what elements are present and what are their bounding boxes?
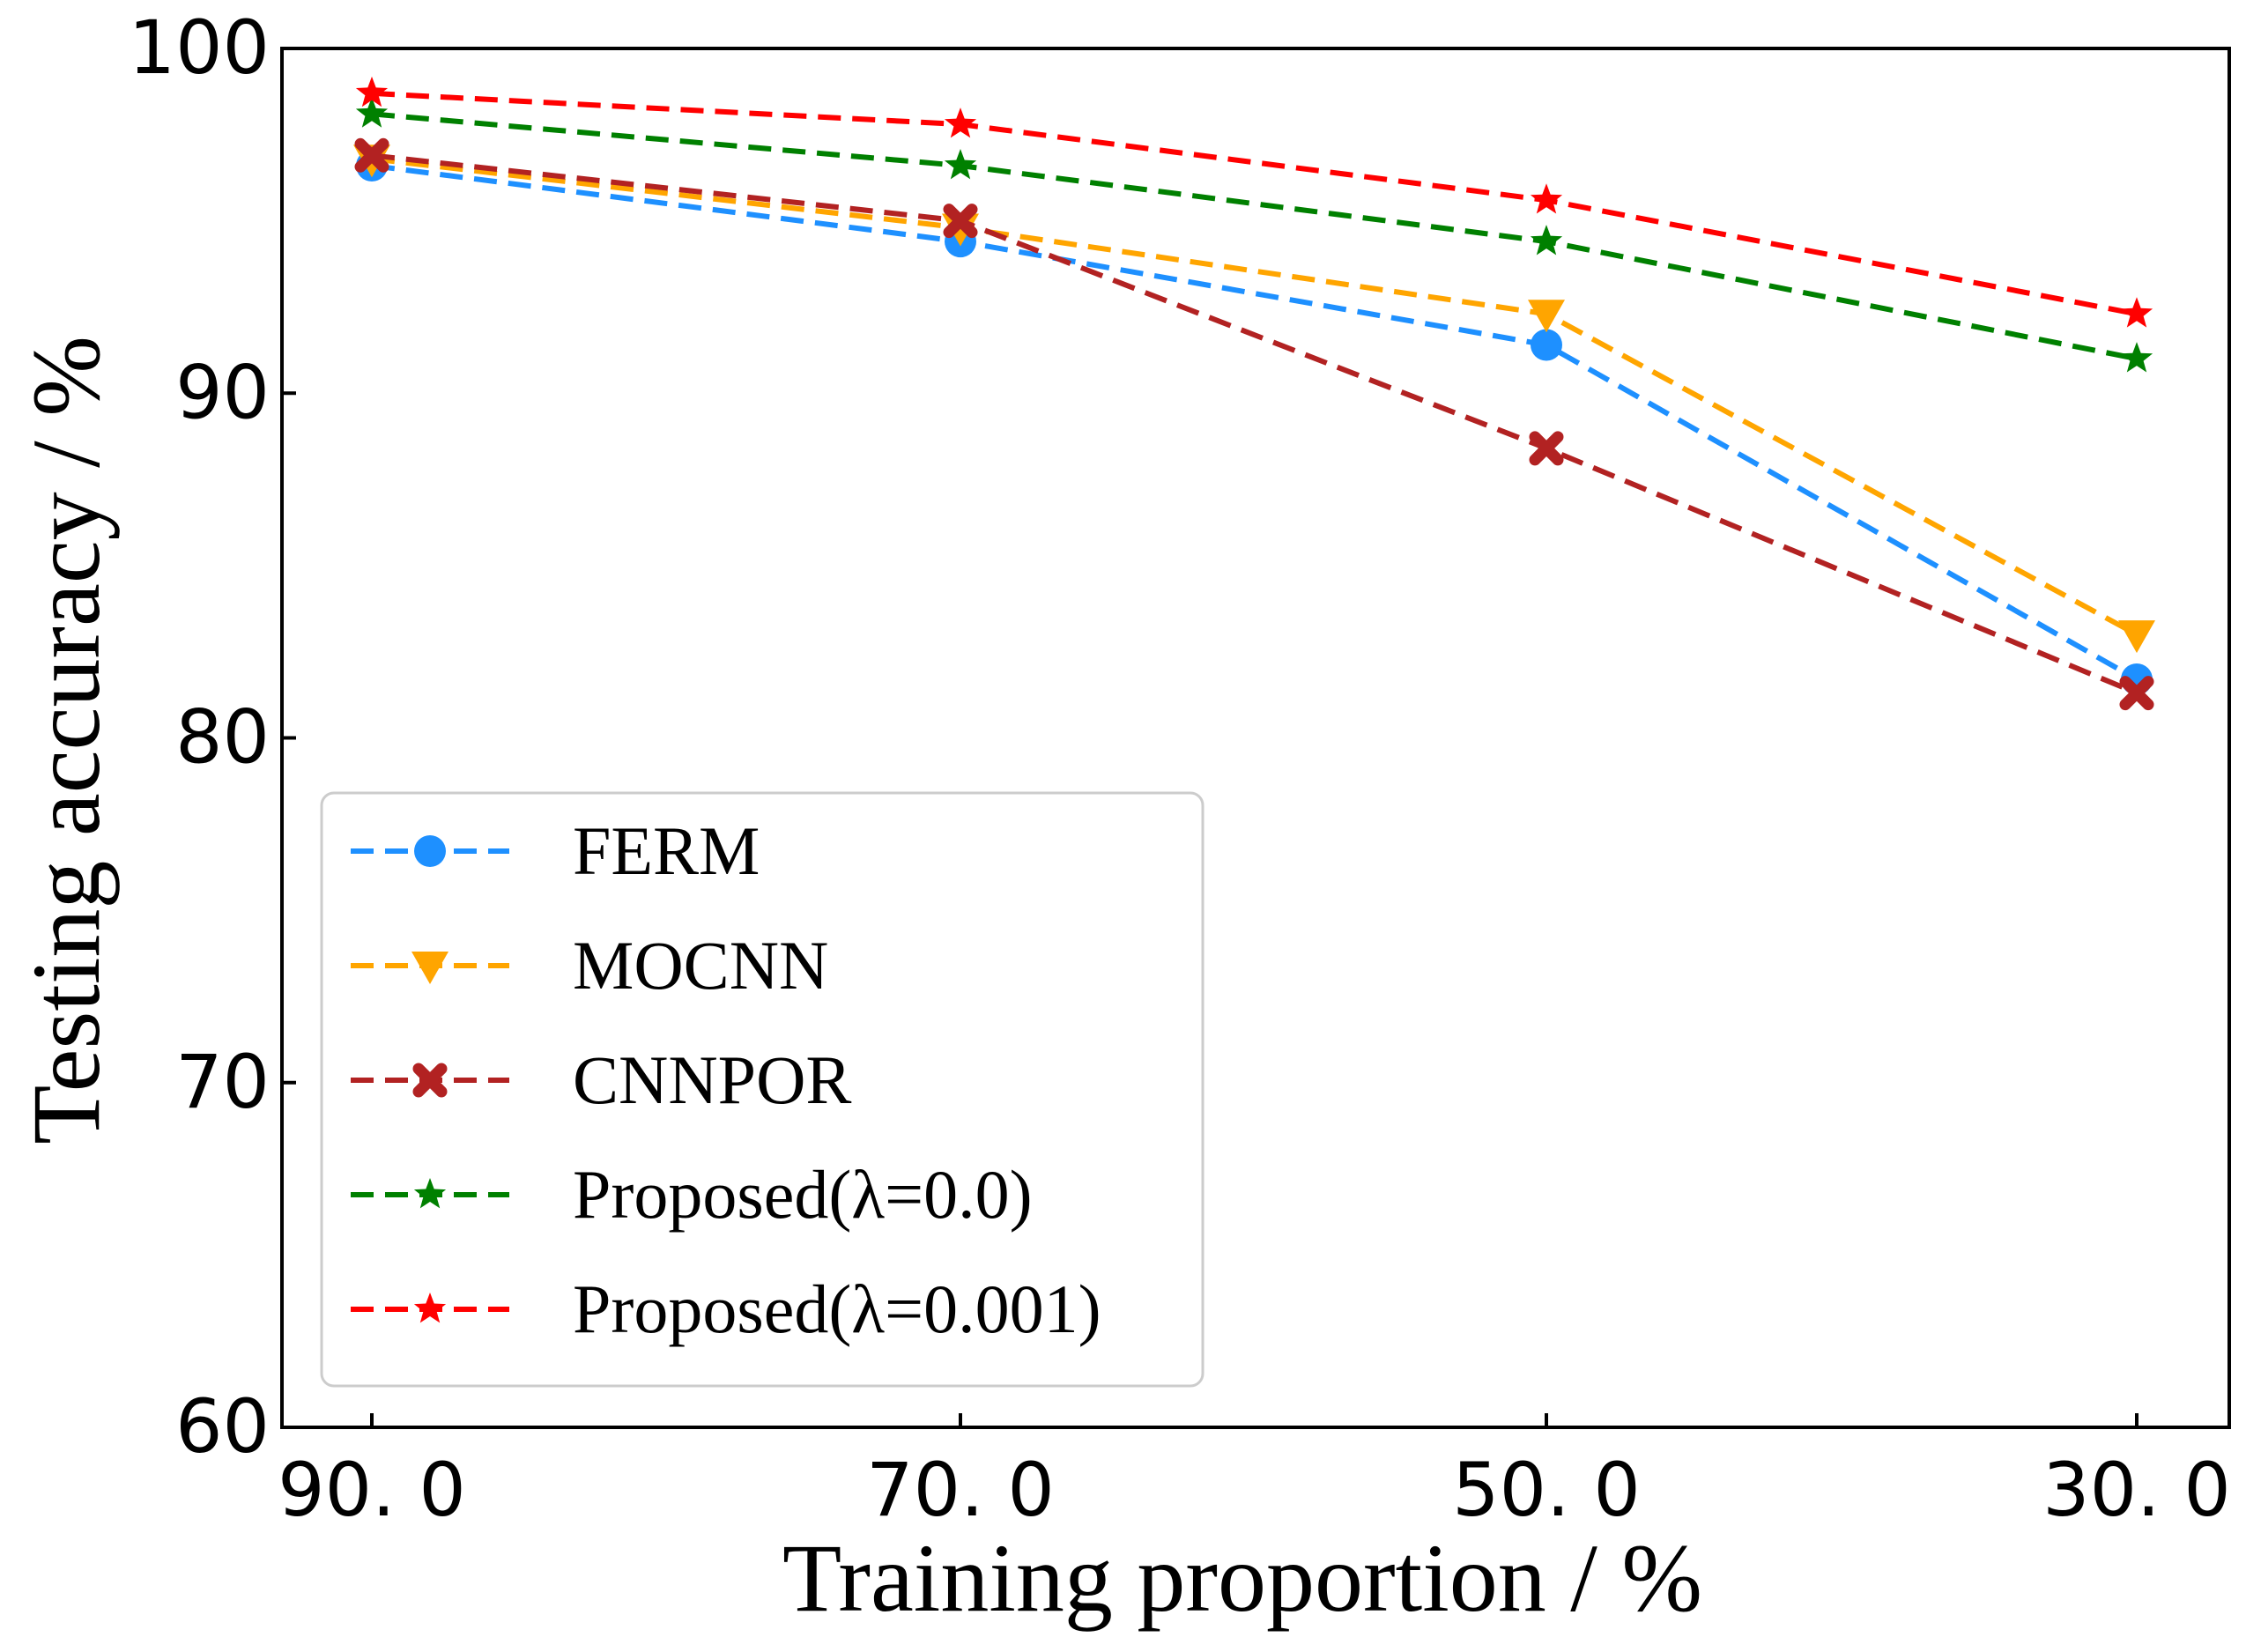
data-point xyxy=(944,107,977,138)
series-proposed-0-0 xyxy=(355,97,2153,373)
legend-item-mocnn: MOCNN xyxy=(351,927,828,1004)
series-cnnpor xyxy=(354,137,2154,711)
y-tick-label: 100 xyxy=(129,4,270,91)
data-point xyxy=(1529,431,1564,466)
series-line xyxy=(371,156,2139,637)
y-tick-label: 70 xyxy=(175,1039,270,1125)
data-point xyxy=(2119,676,2154,711)
series-line xyxy=(371,90,2138,317)
x-tick-label: 70. 0 xyxy=(866,1447,1055,1533)
y-tick-label: 80 xyxy=(175,694,270,781)
legend-label: Proposed(λ=0.0) xyxy=(573,1156,1033,1233)
y-tick-label: 60 xyxy=(175,1383,270,1470)
data-point xyxy=(355,76,389,107)
legend-label: Proposed(λ=0.001) xyxy=(573,1270,1101,1347)
legend-label: CNNPOR xyxy=(573,1041,851,1118)
data-point xyxy=(1531,329,1562,361)
y-axis-title: Testing accuracy / % xyxy=(12,336,120,1145)
series-proposed-0-001 xyxy=(355,76,2153,328)
x-axis: 90. 0 70. 0 50. 0 30. 0 xyxy=(278,1413,2231,1533)
series-line xyxy=(371,111,2138,362)
x-tick-label: 30. 0 xyxy=(2042,1447,2231,1533)
series-layer xyxy=(353,76,2155,711)
legend-marker xyxy=(412,1063,448,1098)
x-tick-label: 90. 0 xyxy=(278,1447,466,1533)
legend-label: MOCNN xyxy=(573,927,828,1004)
data-point xyxy=(1530,225,1563,256)
y-axis: 60 70 80 90 100 xyxy=(129,4,296,1470)
data-point xyxy=(355,97,389,128)
data-point xyxy=(943,204,978,239)
legend-marker xyxy=(413,1293,447,1323)
data-point xyxy=(1530,183,1563,214)
legend-frame xyxy=(320,791,1205,1388)
legend-item-ferm: FERM xyxy=(351,812,760,889)
series-line xyxy=(371,152,2139,696)
legend-marker xyxy=(413,1178,447,1209)
data-point xyxy=(2120,297,2153,328)
x-axis-title: Training proportion / % xyxy=(782,1524,1702,1632)
legend-items: FERM MOCNN CNNPOR Proposed(λ=0.0) Proposed(λ… xyxy=(351,812,1101,1347)
y-tick-label: 90 xyxy=(175,349,270,435)
legend-item-proposed-0-001: Proposed(λ=0.001) xyxy=(351,1270,1101,1347)
legend-label: FERM xyxy=(573,812,760,889)
series-line xyxy=(371,163,2139,682)
legend-item-cnnpor: CNNPOR xyxy=(351,1041,851,1118)
data-point xyxy=(2118,620,2155,654)
data-point xyxy=(2120,342,2153,373)
legend: FERM MOCNN CNNPOR Proposed(λ=0.0) Proposed(λ… xyxy=(320,791,1205,1388)
data-point xyxy=(1528,300,1565,333)
x-tick-label: 50. 0 xyxy=(1452,1447,1641,1533)
legend-item-proposed-0-0: Proposed(λ=0.0) xyxy=(351,1156,1033,1233)
data-point xyxy=(944,149,977,180)
legend-marker xyxy=(411,952,448,984)
legend-marker xyxy=(414,835,446,867)
data-point xyxy=(354,137,389,173)
